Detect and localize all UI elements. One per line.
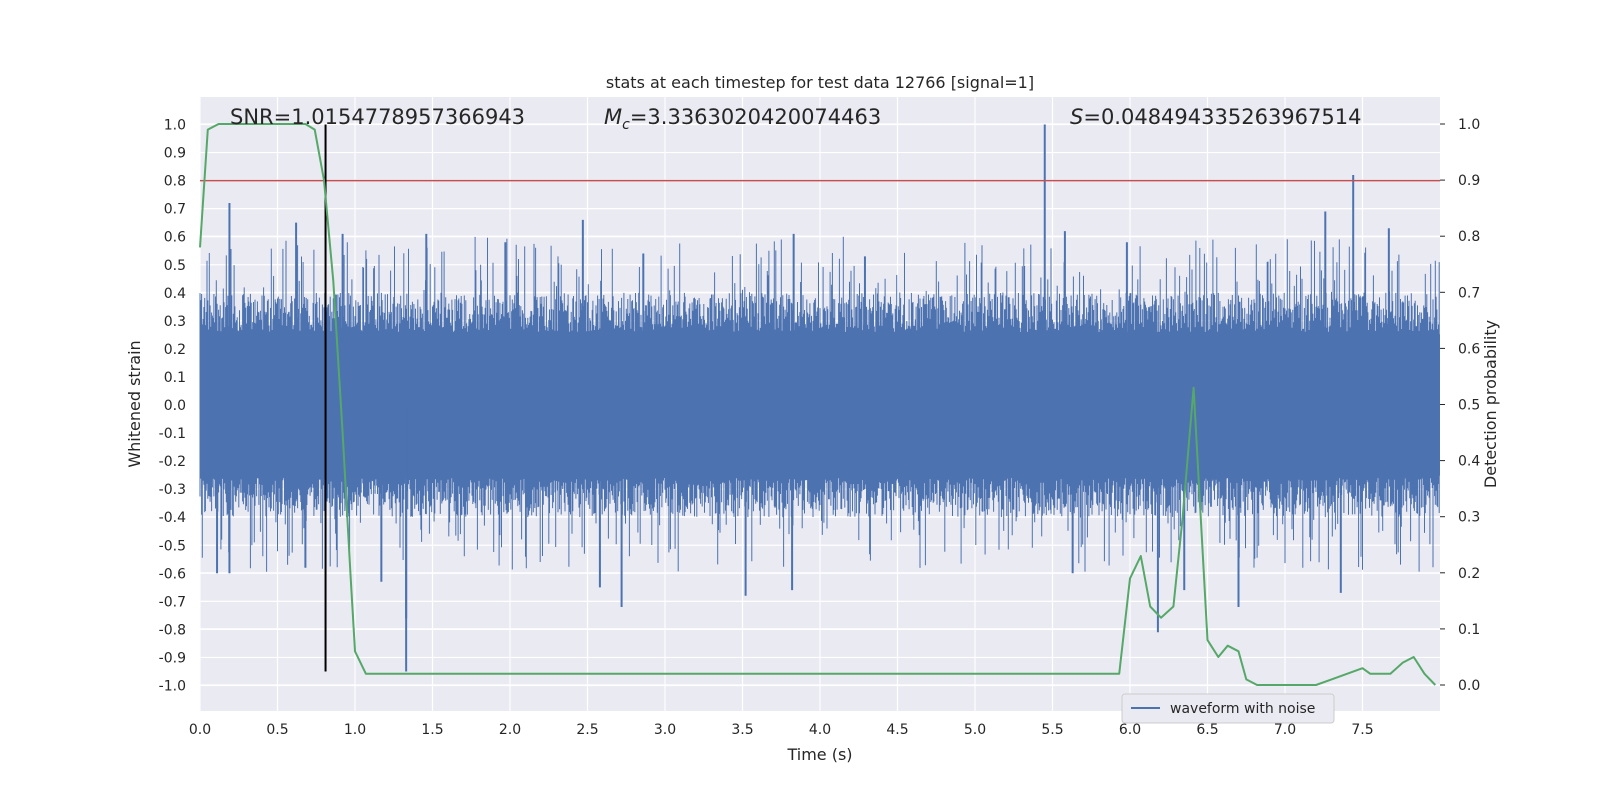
x-tick-label: 6.5 — [1196, 722, 1218, 738]
y-tick-label: 0.5 — [164, 258, 186, 274]
x-tick-label: 0.5 — [266, 722, 288, 738]
x-tick-label: 1.5 — [421, 722, 443, 738]
x-tick-label: 1.0 — [344, 722, 366, 738]
y2-tick-label: 0.7 — [1458, 285, 1480, 301]
mc-symbol: M — [604, 105, 622, 129]
y-tick-label: -0.2 — [159, 454, 186, 470]
x-tick-label: 2.0 — [499, 722, 521, 738]
y2-tick-label: 0.3 — [1458, 510, 1480, 526]
y2-tick-label: 0.9 — [1458, 173, 1480, 189]
x-tick-label: 7.5 — [1351, 722, 1373, 738]
y-tick-label: -0.5 — [159, 538, 186, 554]
y-tick-label: 0.8 — [164, 174, 186, 190]
overlay-lines — [200, 124, 1440, 672]
y-tick-label: -0.9 — [159, 650, 186, 666]
y-tick-label: -0.6 — [159, 566, 186, 582]
mc-annotation: Mc=3.3363020420074463 — [604, 105, 881, 133]
y-tick-label: 0.2 — [164, 342, 186, 358]
waveform-series — [199, 124, 1440, 672]
y-tick-label: 0.1 — [164, 370, 186, 386]
mc-subscript: c — [622, 117, 630, 133]
legend-label: waveform with noise — [1170, 701, 1315, 717]
mc-value: =3.3363020420074463 — [630, 105, 881, 129]
y-tick-label: -1.0 — [159, 679, 186, 695]
y-tick-label: 0.6 — [164, 230, 186, 246]
y2-tick-label: 0.5 — [1458, 398, 1480, 414]
y2-tick-label: 0.8 — [1458, 229, 1480, 245]
y-tick-label: 0.4 — [164, 286, 186, 302]
y-tick-label: 0.7 — [164, 202, 186, 218]
x-tick-label: 4.0 — [809, 722, 831, 738]
s-value: =0.048494335263967514 — [1083, 105, 1361, 129]
s-annotation: S=0.048494335263967514 — [1070, 105, 1361, 129]
s-symbol: S — [1070, 105, 1083, 129]
x-tick-label: 3.5 — [731, 722, 753, 738]
y-tick-label: 1.0 — [164, 118, 186, 134]
y-tick-label: -0.8 — [159, 622, 186, 638]
waveform-core-band — [200, 334, 1440, 476]
y-tick-label: -0.3 — [159, 482, 186, 498]
probability-series — [199, 123, 1437, 686]
y-tick-label: -0.4 — [159, 510, 186, 526]
y-tick-label: 0.0 — [164, 398, 186, 414]
x-tick-label: 0.0 — [189, 722, 211, 738]
legend: waveform with noise — [1121, 693, 1335, 724]
x-tick-label: 6.0 — [1119, 722, 1141, 738]
y-tick-label: 0.3 — [164, 314, 186, 330]
x-tick-label: 2.5 — [576, 722, 598, 738]
x-tick-label: 5.0 — [964, 722, 986, 738]
y-tick-label: -0.1 — [159, 426, 186, 442]
y-tick-label: -0.7 — [159, 594, 186, 610]
x-tick-label: 7.0 — [1274, 722, 1296, 738]
chart-title: stats at each timestep for test data 127… — [606, 73, 1034, 92]
y2-tick-label: 0.4 — [1458, 454, 1480, 470]
y2-tick-label: 0.0 — [1458, 678, 1480, 694]
legend-box — [1121, 693, 1335, 724]
probability-line — [199, 123, 1437, 686]
y-axis-label: Whitened strain — [125, 340, 144, 467]
y2-tick-label: 1.0 — [1458, 117, 1480, 133]
y2-tick-label: 0.2 — [1458, 566, 1480, 582]
y2-axis-label: Detection probability — [1481, 320, 1500, 488]
snr-annotation: SNR=1.0154778957366943 — [230, 105, 525, 129]
x-tick-label: 3.0 — [654, 722, 676, 738]
x-tick-label: 4.5 — [886, 722, 908, 738]
tick-labels: 0.0 0.5 1.0 1.5 2.0 2.5 3.0 3.5 4.0 4.5 5.0 5.5 6.0 6… — [159, 117, 1481, 738]
y2-tick-label: 0.6 — [1458, 341, 1480, 357]
y-tick-label: 0.9 — [164, 146, 186, 162]
x-axis-label: Time (s) — [786, 745, 852, 764]
y2-tick-label: 0.1 — [1458, 622, 1480, 638]
x-tick-label: 5.5 — [1041, 722, 1063, 738]
